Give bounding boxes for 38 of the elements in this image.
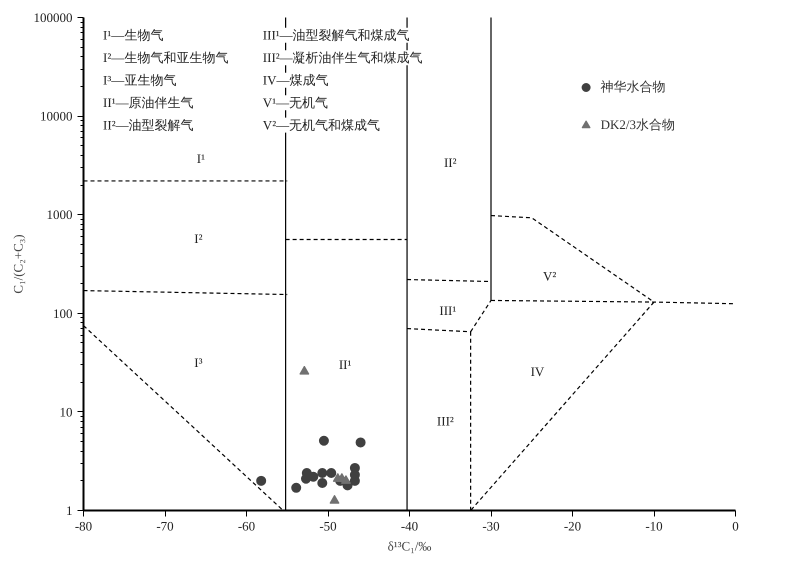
annotation: I¹—生物气 (103, 28, 164, 43)
annotation: II²—油型裂解气 (103, 118, 194, 133)
annotation: I² (194, 230, 203, 246)
annotation: I³ (194, 355, 203, 370)
annotation: V¹—无机气 (262, 95, 328, 110)
annotation: I¹ (196, 151, 206, 166)
x-tick-label: -30 (482, 518, 500, 534)
annotation: I³—亚生物气 (103, 72, 176, 88)
y-tick-label: 1 (66, 503, 72, 518)
y-tick-label: 10000 (40, 108, 72, 124)
x-tick-label: -70 (156, 518, 174, 534)
annotation: IV—煤成气 (262, 72, 329, 88)
x-tick-label: -10 (645, 518, 663, 534)
annotation: II¹ (338, 357, 352, 372)
y-tick-label: 10 (60, 404, 72, 420)
x-tick-label: -80 (74, 518, 92, 534)
annotation: III² (436, 413, 454, 428)
x-tick-label: -50 (319, 518, 337, 534)
y-tick-label: 100 (53, 306, 72, 321)
y-tick-label: 1000 (46, 207, 72, 222)
annotation: III²—凝析油伴生气和煤成气 (262, 50, 423, 66)
x-tick-label: -60 (238, 518, 256, 534)
annotation: III¹ (439, 302, 456, 318)
x-tick-label: -40 (400, 518, 418, 534)
annotation: IV (530, 364, 545, 379)
annotation: II¹—原油伴生气 (103, 95, 194, 110)
annotation: V² (543, 268, 556, 284)
legend-label: 神华水合物 (600, 78, 666, 96)
annotation: II² (444, 154, 457, 170)
x-tick-label: -20 (564, 518, 582, 534)
annotation: I²—生物气和亚生物气 (103, 50, 228, 66)
annotation: V²—无机气和煤成气 (262, 118, 380, 133)
x-axis-title: δ¹³C₁/‰ (388, 538, 432, 554)
y-tick-label: 100000 (34, 10, 72, 25)
annotation: III¹—油型裂解气和煤成气 (262, 28, 410, 43)
y-axis-title: C₁/(C₂+C₃) (10, 234, 26, 294)
x-tick-label: 0 (732, 518, 739, 534)
legend-label: DK2/3水合物 (600, 116, 675, 134)
